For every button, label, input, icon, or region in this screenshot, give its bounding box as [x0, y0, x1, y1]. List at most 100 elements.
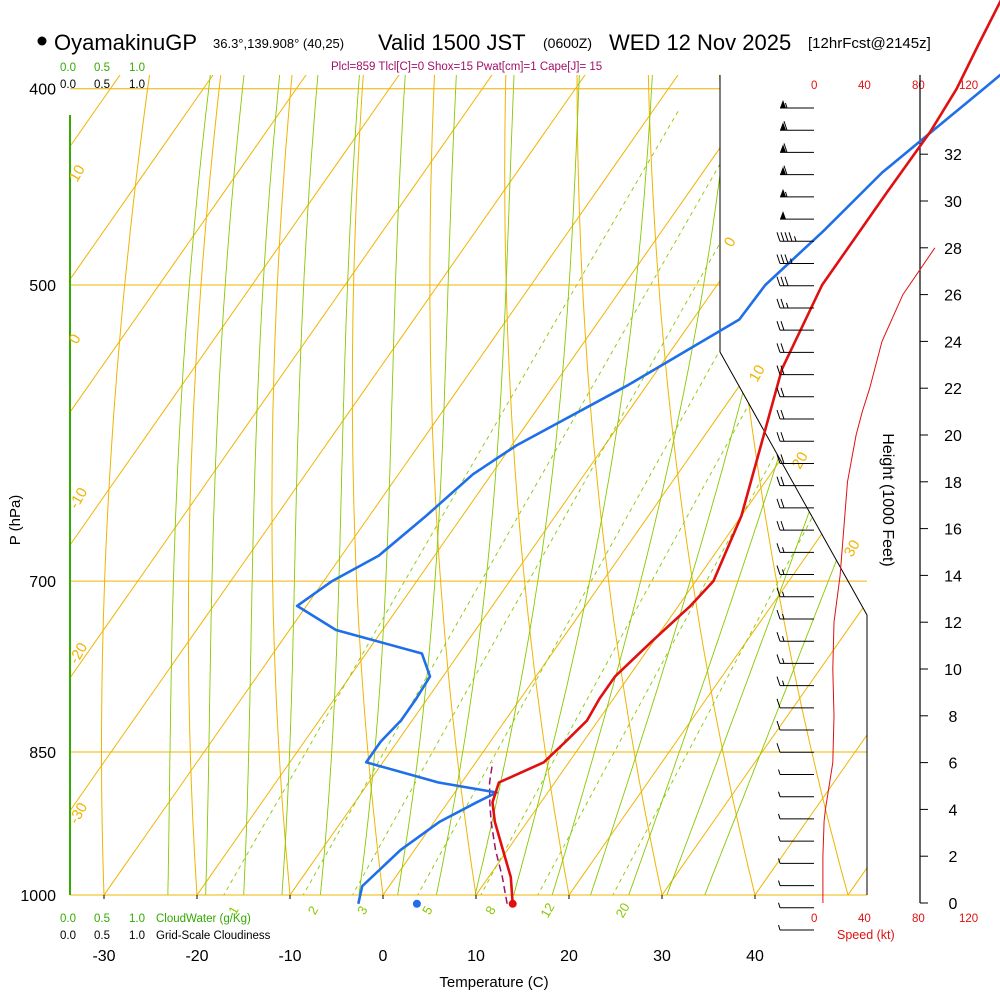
wind-barb-full: [776, 343, 781, 353]
height-tick-label: 20: [944, 428, 962, 445]
isotherm-line: [259, 75, 867, 895]
wind-barb: [778, 791, 814, 798]
wind-barb-full: [780, 343, 785, 353]
speed-top-tick-0: 0: [811, 80, 817, 92]
wind-barb: [778, 858, 814, 864]
isotherm-line: [631, 75, 867, 895]
dry-adiabat-label: 30: [841, 537, 864, 560]
wind-barb-half: [785, 102, 788, 109]
mixing-ratio-line: [218, 110, 679, 895]
surface-temperature-dot: [508, 899, 517, 908]
mixing-ratio-label: 12: [537, 900, 557, 920]
wind-barb-full: [776, 387, 781, 397]
dry-adiabat-line: [576, 75, 672, 895]
surface-dewpoint-dot: [412, 899, 421, 908]
height-tick-label: 4: [949, 802, 958, 819]
height-tick-label: 2: [949, 849, 958, 866]
wind-barb-full: [776, 298, 781, 309]
wind-barb-full: [776, 432, 781, 442]
wind-barb-full: [776, 543, 781, 553]
moist-adiabat-line: [538, 75, 760, 895]
wind-barb-full: [776, 520, 781, 531]
moist-adiabat-line: [240, 75, 341, 895]
wind-barb-full: [780, 409, 785, 420]
wind-barb-full: [776, 476, 781, 486]
isotherm-line: [73, 75, 867, 895]
wind-barb-full: [776, 321, 781, 331]
wind-barb-full: [780, 520, 785, 531]
dry-adiabat-label: 0: [721, 234, 740, 250]
speed-bottom-tick-0: 0: [811, 913, 817, 925]
isotherm-line: [70, 75, 866, 895]
wind-barb: [776, 343, 814, 353]
dry-adiabat-line: [646, 75, 767, 895]
wind-barb-full: [776, 409, 781, 420]
dry-adiabat-line: [429, 75, 484, 895]
dry-adiabat-label: 10: [66, 162, 89, 185]
dry-adiabat-line: [271, 75, 351, 895]
cloudiness-label: Grid-Scale Cloudiness: [156, 930, 271, 942]
wind-barb: [778, 813, 814, 820]
wind-barb: [776, 276, 814, 287]
wind-barb: [776, 387, 814, 398]
wind-barb-flag: [780, 122, 786, 131]
dry-adiabat-line: [187, 75, 289, 895]
wind-barb-half: [778, 924, 781, 931]
temperature-tick-label: 40: [746, 948, 764, 965]
cloud-bottom-green-1: 0.5: [94, 913, 110, 925]
wind-barb: [776, 254, 814, 265]
wind-barb: [776, 454, 814, 464]
speed-bottom-tick-1: 40: [858, 913, 871, 925]
wind-barb-half: [782, 569, 785, 575]
wind-barb-flag: [780, 100, 786, 108]
dry-adiabat-line: [968, 0, 1000, 938]
cloud-top-black-1: 0.5: [94, 79, 110, 91]
height-tick-label: 24: [944, 334, 962, 351]
mixing-ratio-label: 8: [482, 903, 499, 917]
cloud-bottom-black-1: 0.5: [94, 930, 110, 942]
wind-barb-full: [780, 276, 785, 286]
wind-barb-full: [776, 254, 781, 264]
moist-adiabat-line: [352, 75, 451, 895]
plot-border: [719, 75, 868, 895]
height-tick-label: 30: [944, 194, 962, 211]
valid-date: WED 12 Nov 2025: [609, 30, 791, 55]
wind-barb-full: [776, 698, 781, 708]
height-tick-label: 6: [949, 756, 958, 773]
wind-barb-half: [782, 547, 785, 553]
wind-barb-half: [782, 613, 785, 620]
pressure-tick-label: 850: [29, 745, 56, 762]
wind-barb-full: [776, 232, 781, 242]
height-tick-label: 28: [944, 241, 962, 258]
wind-barb-full: [780, 232, 785, 242]
wind-barb: [776, 321, 814, 331]
wind-barb: [776, 654, 814, 664]
wind-barb: [776, 409, 814, 420]
wind-barb-half: [782, 680, 785, 686]
station-name: OyamakinuGP: [54, 30, 197, 55]
mixing-ratio-label: 2: [305, 903, 322, 917]
isotherm-line: [724, 75, 867, 895]
wind-barb: [776, 476, 814, 487]
wind-barb-full: [776, 565, 781, 575]
speed-bottom-tick-2: 80: [912, 913, 925, 925]
sounding-indices: Plcl=859 Tlcl[C]=0 Shox=15 Pwat[cm]=1 Ca…: [331, 61, 602, 73]
isotherm-line: [70, 75, 773, 895]
isotherm-line: [817, 75, 867, 895]
wind-barb: [776, 520, 814, 531]
wind-barb: [776, 232, 814, 242]
wind-barb-half: [778, 813, 781, 820]
temperature-tick-label: 20: [560, 948, 578, 965]
wind-barb: [776, 609, 814, 620]
forecast-info: [12hrFcst@2145z]: [808, 35, 931, 52]
height-tick-label: 12: [944, 615, 962, 632]
height-tick-label: 26: [944, 288, 962, 305]
cloud-top-black-0: 0.0: [60, 79, 76, 91]
temperature-tick-label: 30: [653, 948, 671, 965]
isotherm-line: [70, 75, 401, 895]
wind-barb-full: [784, 276, 789, 286]
wind-barb: [776, 698, 814, 709]
wind-barb-full: [780, 454, 785, 464]
isotherm-line: [166, 75, 867, 895]
